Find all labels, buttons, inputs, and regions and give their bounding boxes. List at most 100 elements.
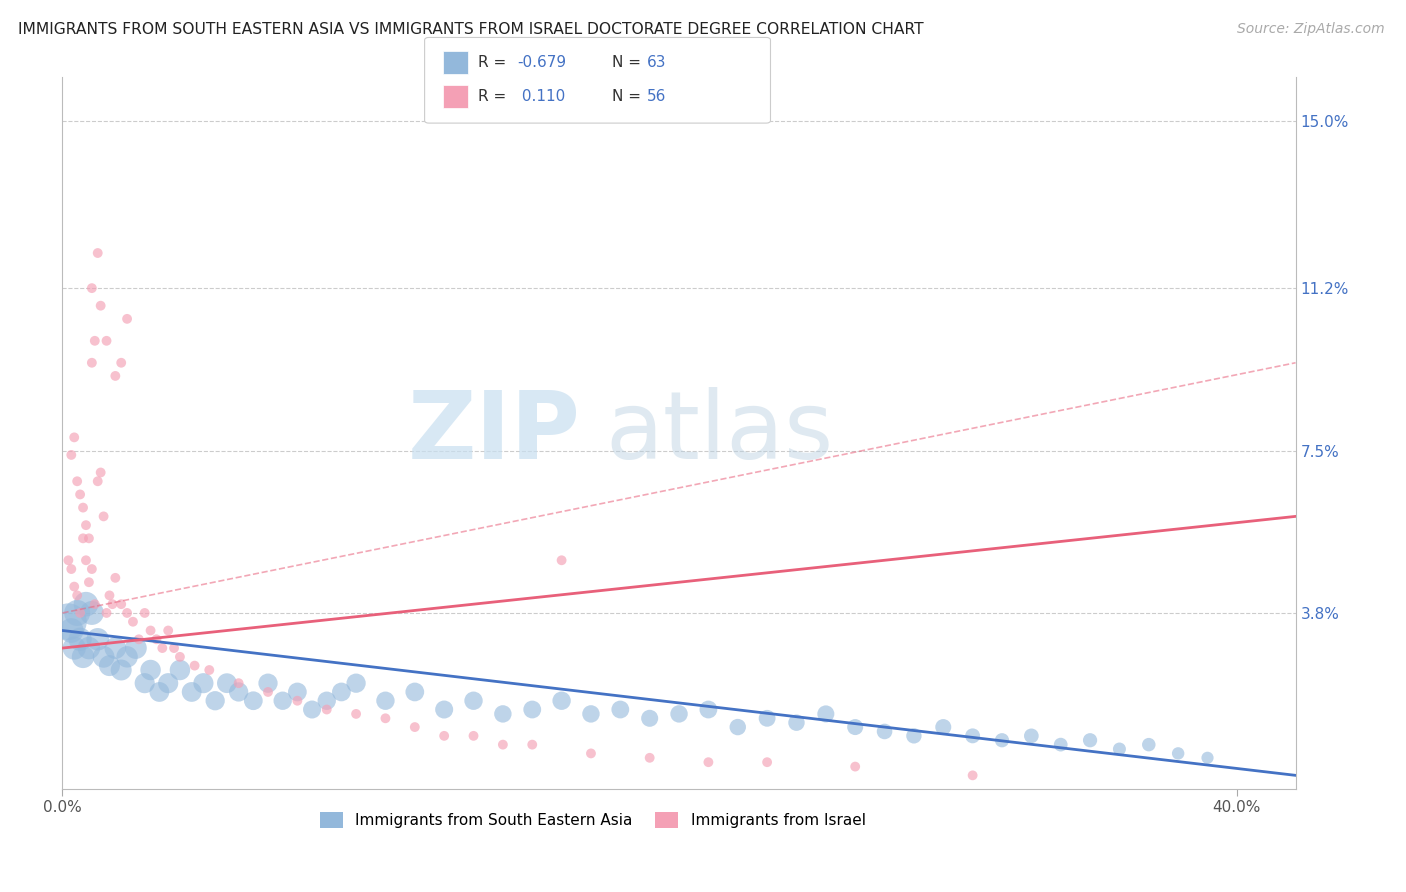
Text: 0.110: 0.110 [517, 89, 565, 103]
Point [104, 368, 127, 383]
Point [69, 487, 91, 501]
Point [122, 615, 145, 629]
Point [169, 649, 191, 664]
Point [330, 685, 353, 699]
Point [69, 606, 91, 620]
Point [257, 676, 280, 690]
Point [77, 575, 100, 590]
Point [139, 663, 162, 677]
Point [145, 632, 167, 647]
Point [1108, 742, 1130, 756]
Point [66, 606, 89, 620]
Point [83, 597, 105, 611]
Point [157, 624, 180, 638]
Point [163, 641, 186, 656]
Point [157, 676, 180, 690]
Point [579, 706, 602, 721]
Point [697, 755, 720, 769]
Point [433, 729, 456, 743]
Text: 56: 56 [647, 89, 666, 103]
Point [63, 430, 86, 444]
Text: R =: R = [478, 55, 512, 70]
Point [66, 588, 89, 602]
Point [183, 658, 205, 673]
Point [844, 759, 866, 773]
Point [60, 448, 83, 462]
Point [90, 466, 112, 480]
Point [550, 694, 572, 708]
Point [215, 676, 238, 690]
Text: ZIP: ZIP [408, 387, 581, 479]
Point [287, 685, 309, 699]
Point [404, 685, 426, 699]
Point [374, 694, 396, 708]
Point [257, 685, 280, 699]
Point [110, 597, 132, 611]
Point [204, 694, 226, 708]
Point [96, 334, 118, 348]
Point [66, 475, 89, 489]
Point [697, 702, 720, 716]
Point [72, 500, 94, 515]
Point [125, 641, 148, 656]
Point [1049, 738, 1071, 752]
Point [128, 632, 150, 647]
Point [134, 676, 156, 690]
Legend: Immigrants from South Eastern Asia, Immigrants from Israel: Immigrants from South Eastern Asia, Immi… [314, 806, 872, 834]
Point [315, 694, 337, 708]
Point [80, 606, 103, 620]
Point [58, 615, 80, 629]
Point [60, 562, 83, 576]
Text: -0.679: -0.679 [517, 55, 567, 70]
Point [87, 632, 110, 647]
Point [180, 685, 202, 699]
Point [1078, 733, 1101, 747]
Point [1137, 738, 1160, 752]
Text: Source: ZipAtlas.com: Source: ZipAtlas.com [1237, 22, 1385, 37]
Point [77, 532, 100, 546]
Point [228, 676, 250, 690]
Point [198, 663, 221, 677]
Point [169, 663, 191, 677]
Point [87, 475, 110, 489]
Point [87, 246, 110, 260]
Text: 63: 63 [647, 55, 666, 70]
Point [63, 641, 86, 656]
Point [492, 706, 515, 721]
Point [344, 676, 367, 690]
Point [932, 720, 955, 734]
Point [80, 356, 103, 370]
Point [374, 711, 396, 725]
Text: N =: N = [612, 55, 645, 70]
Point [668, 706, 690, 721]
Point [727, 720, 749, 734]
Point [60, 624, 83, 638]
Point [101, 597, 124, 611]
Point [115, 606, 138, 620]
Point [844, 720, 866, 734]
Point [1021, 729, 1043, 743]
Point [193, 676, 215, 690]
Point [93, 509, 115, 524]
Point [756, 711, 779, 725]
Point [492, 738, 515, 752]
Point [72, 532, 94, 546]
Point [75, 553, 97, 567]
Point [433, 702, 456, 716]
Text: atlas: atlas [605, 387, 834, 479]
Point [72, 649, 94, 664]
Point [115, 311, 138, 326]
Point [115, 649, 138, 664]
Point [63, 580, 86, 594]
Point [404, 720, 426, 734]
Point [785, 715, 807, 730]
Text: IMMIGRANTS FROM SOUTH EASTERN ASIA VS IMMIGRANTS FROM ISRAEL DOCTORATE DEGREE CO: IMMIGRANTS FROM SOUTH EASTERN ASIA VS IM… [18, 22, 924, 37]
Point [638, 711, 661, 725]
Point [873, 724, 896, 739]
Point [80, 562, 103, 576]
Point [148, 685, 170, 699]
Point [463, 729, 485, 743]
Point [344, 706, 367, 721]
Point [77, 641, 100, 656]
Point [96, 606, 118, 620]
